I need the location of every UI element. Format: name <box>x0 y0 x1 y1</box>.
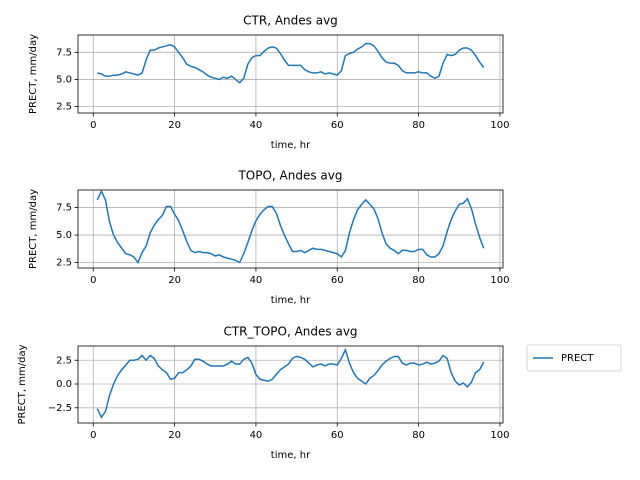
x-tick-label: 60 <box>331 120 344 131</box>
x-tick-label: 0 <box>90 120 96 131</box>
y-tick-label: 7.5 <box>56 203 72 214</box>
axes-frame <box>77 34 504 114</box>
axes-frame <box>77 345 504 424</box>
data-line <box>97 42 485 84</box>
y-tick-label: −2.5 <box>48 403 72 414</box>
x-tick-label: 80 <box>412 120 425 131</box>
chart-title: TOPO, Andes avg <box>237 169 342 183</box>
y-tick-label: 5.0 <box>56 230 72 241</box>
chart-title: CTR_TOPO, Andes avg <box>223 325 357 339</box>
x-axis-label: time, hr <box>271 295 311 306</box>
x-tick-label: 60 <box>331 275 344 286</box>
x-tick-label: 0 <box>90 430 96 441</box>
y-tick-label: 2.5 <box>56 355 72 366</box>
y-tick-label: 7.5 <box>56 47 72 58</box>
x-tick-label: 100 <box>490 430 509 441</box>
y-axis-label: PRECT, mm/day <box>17 344 28 424</box>
x-tick-label: 0 <box>90 275 96 286</box>
x-tick-label: 100 <box>490 275 509 286</box>
data-line <box>96 189 485 265</box>
x-tick-label: 40 <box>250 275 263 286</box>
x-axis-label: time, hr <box>271 140 311 151</box>
y-tick-label: 2.5 <box>56 102 72 113</box>
legend-box <box>526 344 622 372</box>
x-tick-label: 20 <box>168 120 181 131</box>
x-tick-label: 80 <box>412 275 425 286</box>
x-tick-label: 40 <box>250 120 263 131</box>
legend-label: PRECT <box>561 353 594 364</box>
data-line <box>96 347 485 419</box>
y-tick-label: 2.5 <box>56 258 72 269</box>
x-tick-label: 100 <box>490 120 509 131</box>
x-tick-label: 80 <box>412 430 425 441</box>
axes-frame <box>77 189 504 269</box>
x-tick-label: 60 <box>331 430 344 441</box>
x-tick-label: 20 <box>168 430 181 441</box>
y-tick-label: 5.0 <box>56 74 72 85</box>
y-axis-label: PRECT, mm/day <box>28 189 39 269</box>
x-tick-label: 20 <box>168 275 181 286</box>
x-tick-label: 40 <box>250 430 263 441</box>
chart-title: CTR, Andes avg <box>243 14 338 28</box>
y-tick-label: 0.0 <box>56 379 72 390</box>
y-axis-label: PRECT, mm/day <box>28 34 39 114</box>
x-axis-label: time, hr <box>271 450 311 461</box>
